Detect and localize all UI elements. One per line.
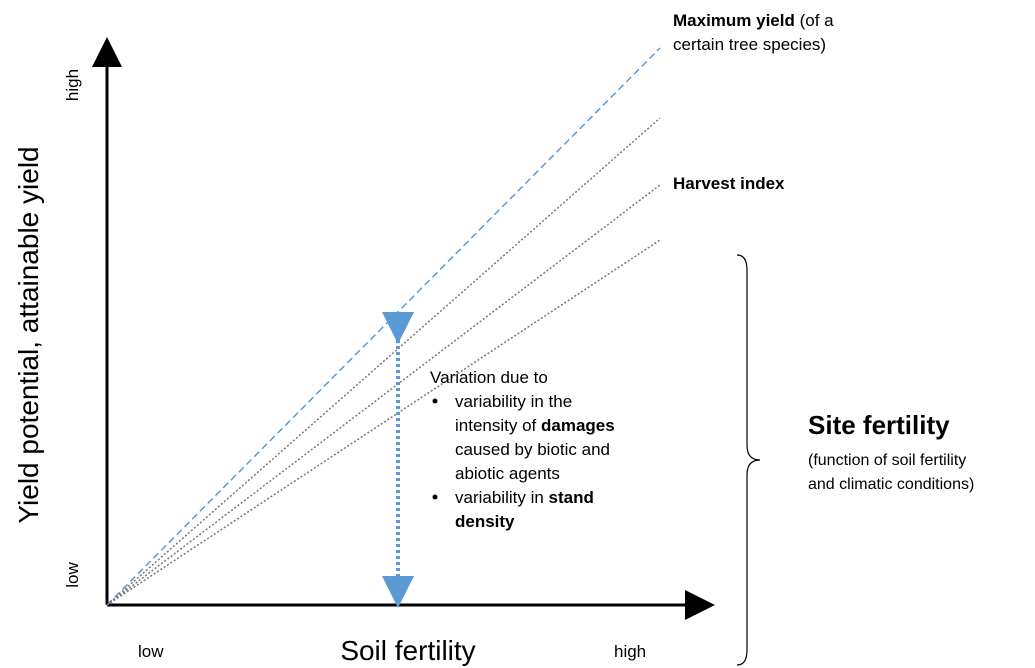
max-yield-line (106, 47, 661, 606)
annotation-text: caused by biotic and (455, 440, 610, 459)
annotation: Variation due to variability in the inte… (430, 368, 615, 531)
y-low: low (63, 562, 82, 588)
x-low: low (138, 642, 164, 661)
max-yield-label: certain tree species) (673, 35, 826, 54)
site-title: Site fertility (808, 410, 950, 440)
yield-line (106, 239, 661, 606)
brace (736, 254, 761, 666)
annotation-heading: Variation due to (430, 368, 548, 387)
site-text: and climatic conditions) (808, 476, 974, 493)
annotation-text: variability in the (455, 392, 572, 411)
annotation-text: variability in stand (455, 488, 594, 507)
max-yield-label: Maximum yield (of a (673, 11, 834, 30)
harvest-index-label: Harvest index (673, 174, 785, 193)
annotation-text: intensity of damages (455, 416, 615, 435)
x-axis-label: Soil fertility (340, 635, 475, 666)
site-text: (function of soil fertility (808, 452, 966, 469)
bullet (432, 494, 438, 500)
annotation-text: abiotic agents (455, 464, 560, 483)
harvest-line (106, 184, 661, 606)
bullet (432, 398, 438, 404)
x-high: high (614, 642, 646, 661)
annotation-text: density (455, 512, 515, 531)
y-axis-label: Yield potential, attainable yield (13, 146, 44, 523)
y-high: high (63, 69, 82, 101)
yield-line (106, 117, 661, 606)
